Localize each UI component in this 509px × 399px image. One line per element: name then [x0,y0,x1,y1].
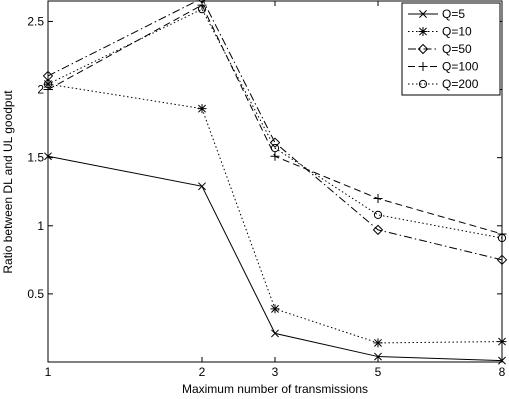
data-point [197,104,207,114]
data-point [497,233,507,243]
data-point [497,337,507,347]
data-point [270,304,280,314]
data-point [374,352,382,361]
x-tick-label: 5 [375,365,382,379]
data-point [373,338,383,348]
legend-marker [418,79,428,89]
x-tick-label: 1 [45,365,52,379]
y-tick-label: 1 [37,219,44,233]
data-point [270,144,280,153]
legend-label: Q=10 [442,25,472,39]
y-tick-label: 1.5 [27,151,44,165]
series-layer [42,0,508,365]
legend-item: Q=100 [408,60,479,74]
data-point [44,152,52,161]
x-tick-label: 3 [272,365,279,379]
data-point [373,194,383,204]
x-axis-label: Maximum number of transmissions [182,382,368,396]
data-point [372,224,384,236]
legend-label: Q=50 [442,42,472,56]
data-point [198,182,206,191]
legend-marker [418,62,428,71]
legend-item: Q=5 [408,7,465,21]
y-tick-label: 0.5 [27,287,44,301]
legend-item: Q=50 [408,42,472,56]
x-tick-label: 2 [199,365,206,379]
y-axis-label: Ratio between DL and UL goodput [1,90,15,274]
legend-label: Q=100 [442,60,479,74]
data-point [271,329,279,338]
series-line [47,8,503,239]
legend-marker [417,43,429,55]
data-point [496,254,508,266]
legend-item: Q=10 [408,25,472,39]
legend-marker [418,27,428,36]
legend-label: Q=5 [442,7,465,21]
legend-label: Q=200 [442,77,479,91]
y-tick-label: 2.5 [27,14,44,28]
legend: Q=5 Q=10 Q=50 Q=100 Q=200 [401,2,501,96]
tick-layer: 1 2 3 5 8 0.5 1 1.5 2 2.5 [27,1,506,379]
data-point [43,79,53,89]
legend-marker [419,10,427,18]
data-point [269,137,281,148]
series-line [47,0,503,261]
y-tick-label: 2 [37,83,44,97]
x-tick-label: 8 [499,365,506,379]
legend-item: Q=200 [408,77,479,91]
data-point [270,151,280,161]
data-point [373,210,383,219]
